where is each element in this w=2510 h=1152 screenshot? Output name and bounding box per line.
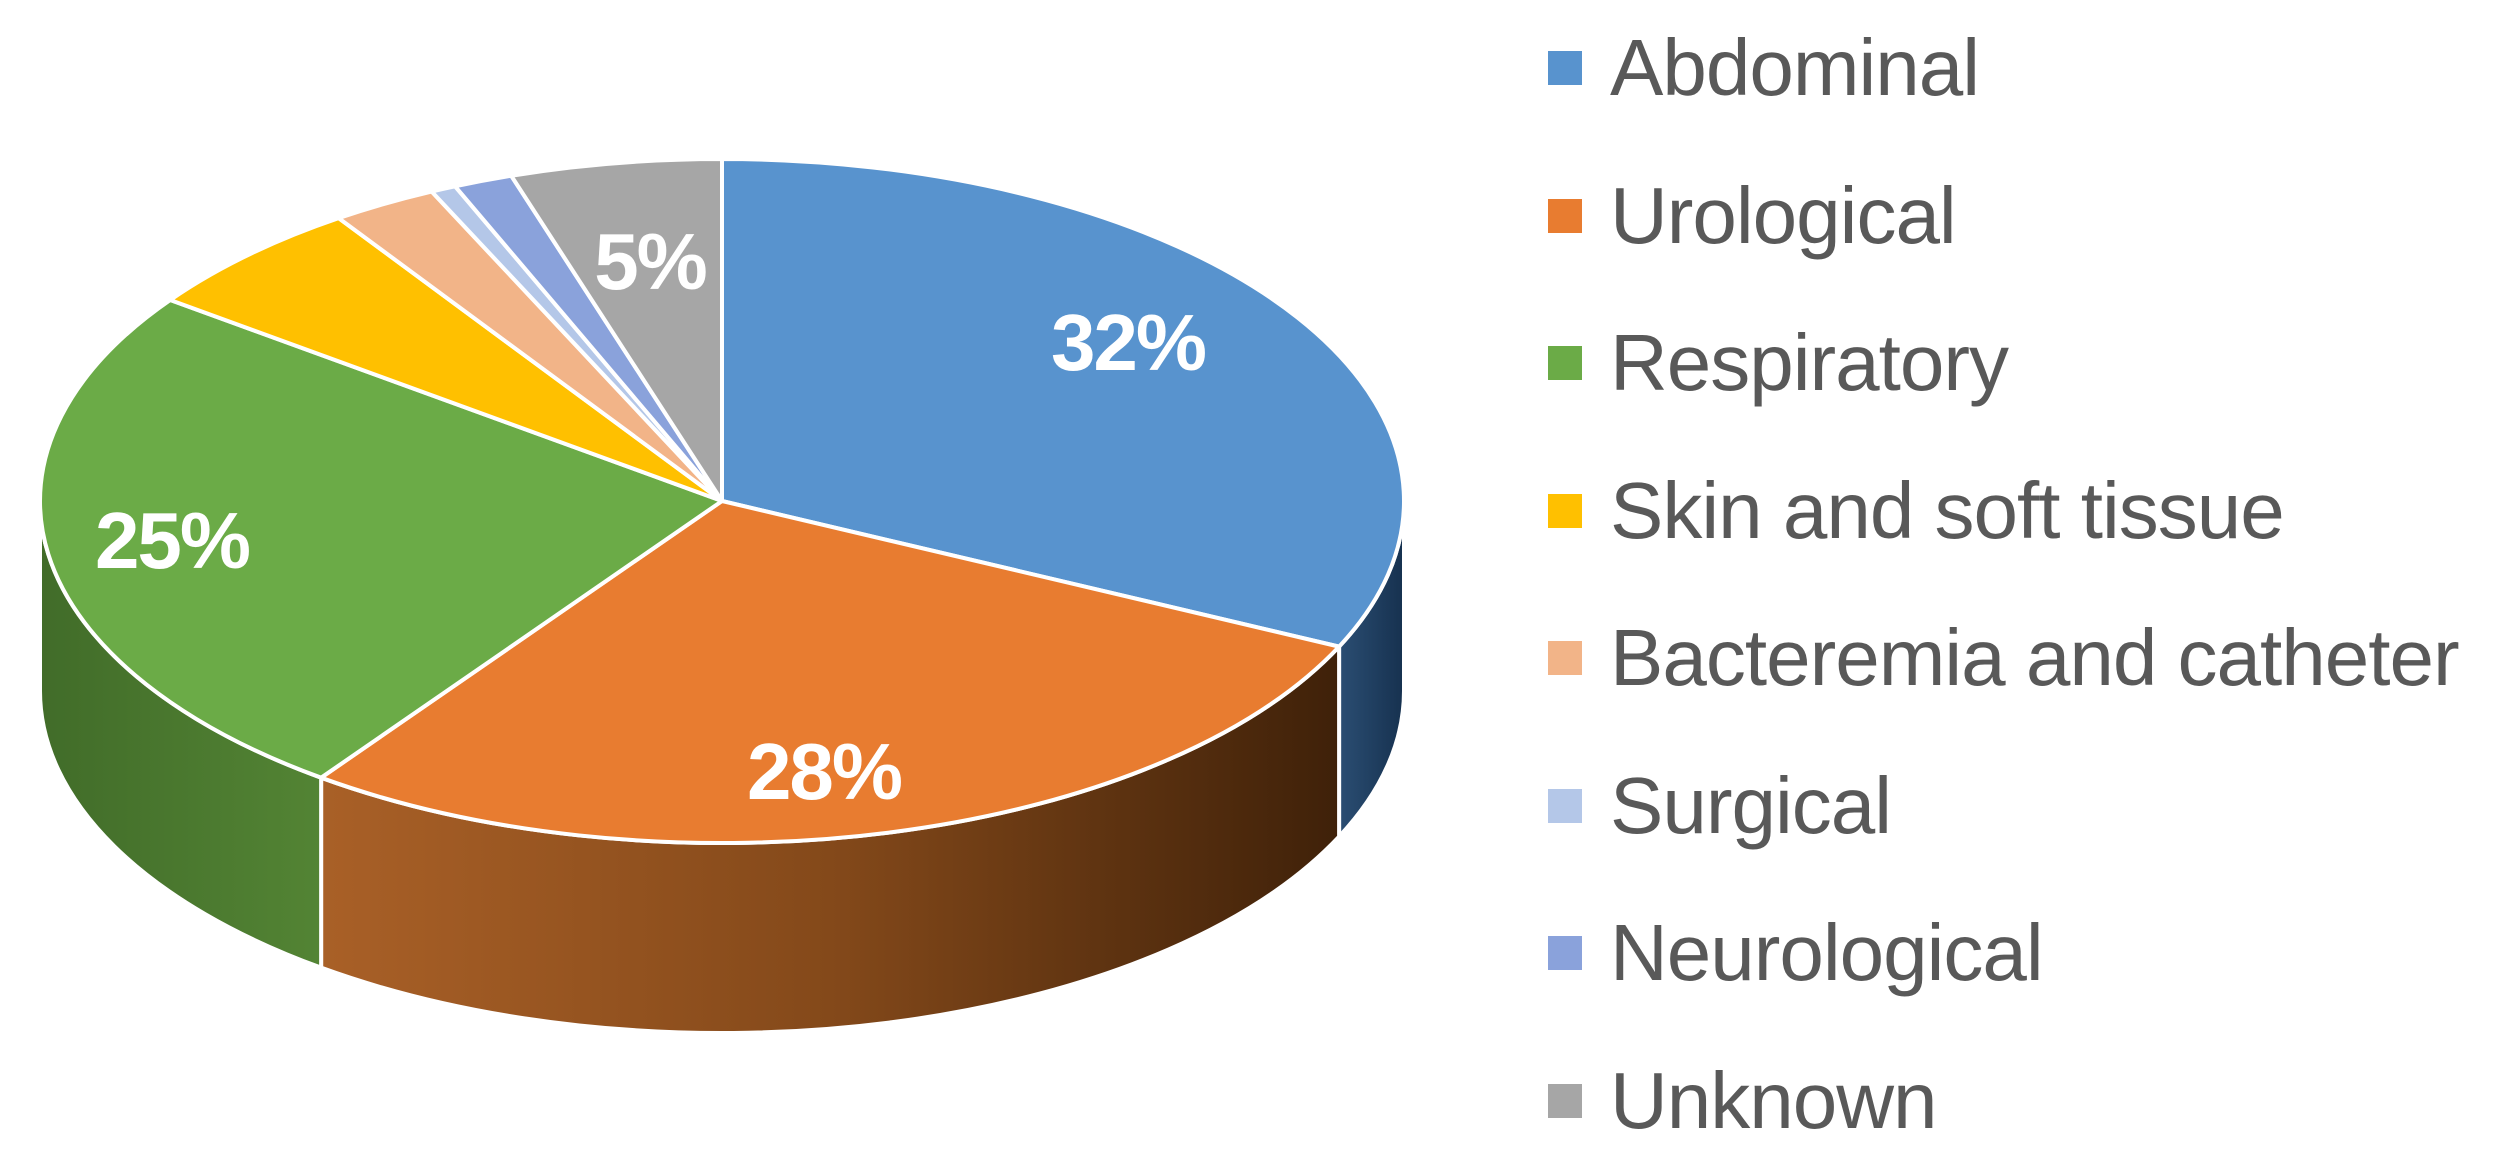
pie-slice-urological bbox=[319, 499, 1342, 845]
legend-item-urological: Urological bbox=[1548, 166, 1957, 266]
pie-percent-label-abdominal: 32% bbox=[1050, 298, 1207, 387]
pie-percent-label-unknown: 5% bbox=[594, 217, 708, 306]
legend-swatch-abdominal bbox=[1548, 51, 1582, 85]
legend-label-bacteremia-and-catheter: Bacteremia and catheter bbox=[1610, 613, 2460, 702]
legend-swatch-bacteremia-and-catheter bbox=[1548, 641, 1582, 675]
legend-swatch-unknown bbox=[1548, 1083, 1582, 1118]
legend-label-respiratory: Respiratory bbox=[1610, 318, 2009, 407]
pie-slice-unknown bbox=[509, 157, 724, 503]
legend-label-neurological: Neurological bbox=[1610, 908, 2044, 997]
legend-label-abdominal: Abdominal bbox=[1610, 23, 1980, 112]
legend-swatch-skin-and-soft-tissue bbox=[1548, 493, 1582, 528]
legend-swatch-surgical bbox=[1548, 788, 1582, 823]
legend-swatch-urological bbox=[1548, 198, 1582, 233]
legend-item-respiratory: Respiratory bbox=[1548, 313, 2009, 413]
legend-item-surgical: Surgical bbox=[1548, 756, 1892, 856]
legend-label-skin-and-soft-tissue: Skin and soft tissue bbox=[1610, 465, 2285, 555]
pie-percent-label-respiratory: 25% bbox=[94, 496, 251, 585]
pie-slice-abdominal bbox=[720, 157, 1406, 649]
legend-swatch-respiratory bbox=[1548, 346, 1582, 380]
pie-slice-skin-and-soft-tissue bbox=[168, 216, 724, 503]
legend-item-abdominal: Abdominal bbox=[1548, 18, 1980, 118]
legend-swatch-neurological bbox=[1548, 936, 1582, 970]
legend-item-unknown: Unknown bbox=[1548, 1051, 1938, 1151]
legend-label-urological: Urological bbox=[1610, 170, 1957, 260]
legend-item-neurological: Neurological bbox=[1548, 903, 2044, 1003]
legend-item-bacteremia-and-catheter: Bacteremia and catheter bbox=[1548, 608, 2460, 708]
legend-item-skin-and-soft-tissue: Skin and soft tissue bbox=[1548, 461, 2285, 561]
legend-label-unknown: Unknown bbox=[1610, 1055, 1938, 1145]
legend-label-surgical: Surgical bbox=[1610, 760, 1892, 850]
pie-percent-label-urological: 28% bbox=[746, 727, 903, 816]
pie-slice-respiratory bbox=[37, 297, 724, 780]
